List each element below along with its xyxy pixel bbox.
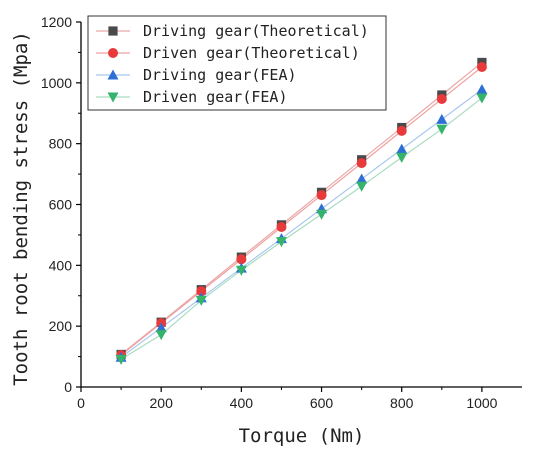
legend-label-4: Driven gear(FEA) <box>143 88 288 106</box>
data-point-s2-8 <box>396 125 407 136</box>
data-point-s4-5 <box>275 237 287 248</box>
data-point-s4-3 <box>195 295 207 306</box>
data-point-s2-9 <box>436 93 447 104</box>
y-tick-label: 0 <box>64 379 72 395</box>
y-tick-label: 600 <box>49 197 73 213</box>
series-line-2 <box>120 66 483 356</box>
data-point-s2-7 <box>356 158 367 169</box>
y-tick-label: 800 <box>49 136 73 152</box>
legend: Driving gear(Theoretical) Driven gear(The… <box>87 15 387 111</box>
legend-marker-4 <box>107 92 119 103</box>
legend-label-1: Driving gear(Theoretical) <box>143 22 369 40</box>
y-axis-title: Tooth root bending stress (Mpa) <box>10 31 32 386</box>
legend-marker-2 <box>108 48 118 58</box>
x-tick-label: 600 <box>310 395 334 411</box>
data-point-s3-2 <box>155 322 167 333</box>
data-point-s2-6 <box>316 190 327 201</box>
x-tick-label: 800 <box>390 395 414 411</box>
y-tick-label: 400 <box>49 257 73 273</box>
series-markers <box>115 57 488 365</box>
series-line-4 <box>120 97 483 360</box>
data-point-s4-9 <box>436 124 448 135</box>
data-point-s3-7 <box>356 173 368 184</box>
data-point-s4-2 <box>155 330 167 341</box>
legend-box <box>87 15 387 111</box>
y-tick-label: 200 <box>49 318 73 334</box>
x-tick-label: 0 <box>77 395 85 411</box>
series-lines <box>120 61 483 360</box>
data-point-s4-6 <box>316 209 328 220</box>
data-point-s2-4 <box>236 254 247 265</box>
y-tick-label: 1200 <box>41 14 72 30</box>
legend-label-3: Driving gear(FEA) <box>143 66 297 84</box>
x-tick-label: 1000 <box>466 395 497 411</box>
data-point-s2-3 <box>196 286 207 297</box>
data-point-s4-4 <box>235 265 247 276</box>
series-line-1 <box>120 61 483 355</box>
data-point-s3-10 <box>476 84 488 95</box>
legend-label-2: Driven gear(Theoretical) <box>143 44 360 62</box>
data-point-s4-10 <box>476 93 488 104</box>
data-point-s4-8 <box>396 152 408 163</box>
data-point-s3-9 <box>436 113 448 124</box>
data-point-s2-5 <box>276 222 287 233</box>
y-tick-label: 1000 <box>41 75 72 91</box>
x-axis-title: Torque (Nm) <box>239 425 365 447</box>
data-point-s4-7 <box>356 181 368 192</box>
x-tick-label: 200 <box>150 395 174 411</box>
series-line-3 <box>120 89 483 358</box>
legend-marker-3 <box>107 69 119 80</box>
data-point-s4-1 <box>115 354 127 365</box>
legend-marker-1 <box>108 26 118 36</box>
data-point-s2-10 <box>476 62 487 73</box>
data-point-s3-8 <box>396 143 408 154</box>
axes: 0 200 400 600 800 1000 0 200 400 600 800 1000 1200 <box>41 14 522 411</box>
x-tick-label: 400 <box>230 395 254 411</box>
